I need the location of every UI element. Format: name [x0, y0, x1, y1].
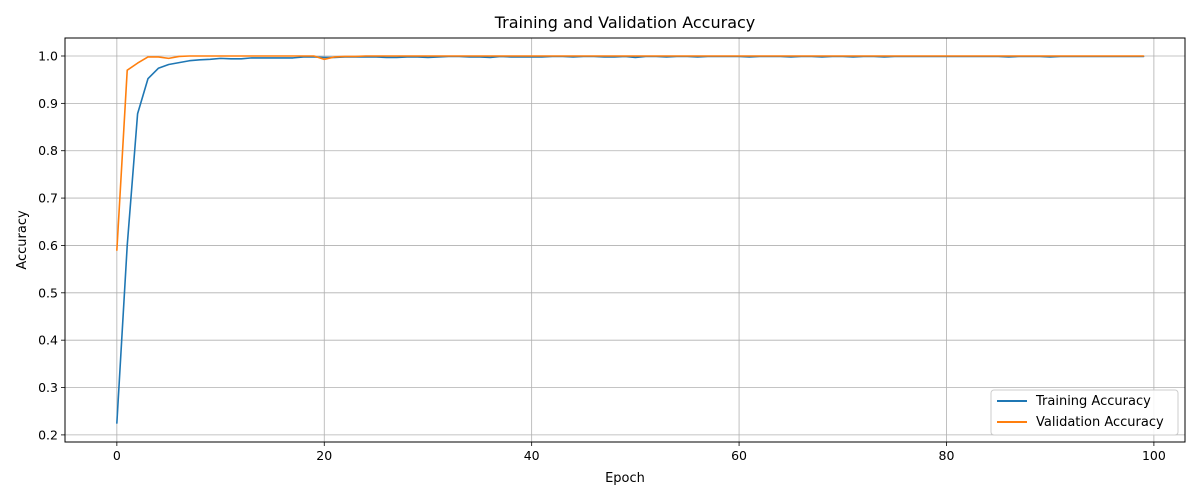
y-axis-label: Accuracy [15, 210, 30, 270]
legend: Training Accuracy Validation Accuracy [990, 389, 1179, 436]
x-tick-label: 100 [1142, 448, 1166, 463]
series-layer [116, 55, 1145, 424]
y-tick-label: 0.2 [38, 427, 58, 442]
plot-frame [64, 37, 1186, 443]
x-tick-label: 60 [731, 448, 747, 463]
legend-label-training-accuracy: Training Accuracy [1035, 394, 1151, 409]
y-tick-label: 0.3 [38, 380, 58, 395]
y-tick-label: 1.0 [38, 48, 58, 63]
x-tick-label: 20 [316, 448, 332, 463]
y-tick-label: 0.9 [38, 96, 58, 111]
y-tick-label: 0.8 [38, 143, 58, 158]
series-line-validation-accuracy [116, 55, 1145, 251]
x-tick-label: 40 [524, 448, 540, 463]
legend-box [990, 389, 1179, 436]
x-axis-label: Epoch [605, 471, 645, 486]
legend-label-validation-accuracy: Validation Accuracy [1036, 415, 1164, 430]
x-tick-label: 0 [113, 448, 121, 463]
x-tick-label: 80 [939, 448, 955, 463]
y-axis: 0.2 0.3 0.4 0.5 0.6 0.7 0.8 0.9 1.0 [38, 48, 65, 442]
y-tick-label: 0.7 [38, 191, 58, 206]
chart-title: Training and Validation Accuracy [494, 13, 756, 32]
y-tick-label: 0.5 [38, 285, 58, 300]
y-tick-label: 0.6 [38, 238, 58, 253]
y-tick-label: 0.4 [38, 333, 58, 348]
x-axis: 0 20 40 60 80 100 [113, 442, 1166, 463]
